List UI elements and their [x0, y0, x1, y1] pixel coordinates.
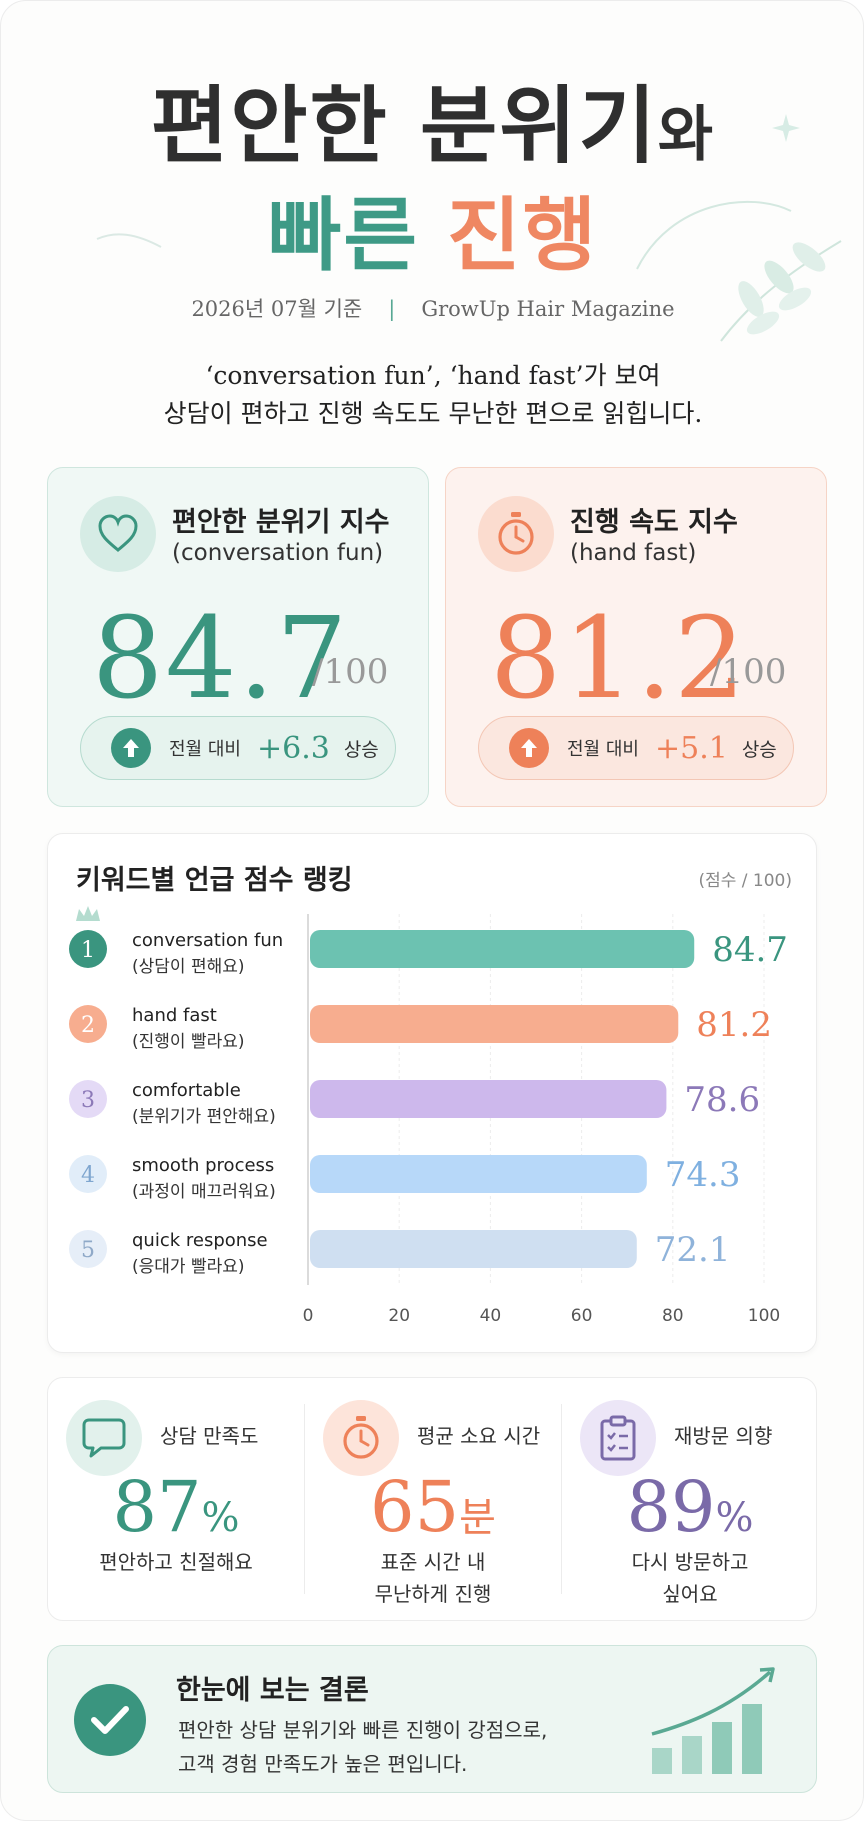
kpi-subtitle: (hand fast): [570, 540, 697, 566]
category-name: hand fast: [132, 1005, 217, 1026]
kpi-card-speed: 진행 속도 지수 (hand fast) 81.2 /100 전월 대비 +5.…: [445, 467, 827, 807]
compare-label: 전월 대비: [567, 739, 639, 760]
category-description: (응대가 빨라요): [132, 1257, 245, 1277]
kpi-score: 81.2: [490, 594, 748, 724]
rank-number: 4: [81, 1163, 95, 1188]
x-tick-label: 60: [571, 1306, 593, 1326]
stat-description: 다시 방문하고 싶어요: [631, 1550, 749, 1606]
stat-label: 평균 소요 시간: [417, 1424, 541, 1448]
rank-number: 3: [81, 1088, 95, 1113]
category-name: quick response: [132, 1230, 268, 1251]
lead-line2: 상담이 편하고 진행 속도도 무난한 편으로 읽힙니다.: [163, 399, 703, 428]
heart-icon: [80, 496, 156, 572]
ranking-bar-chart: 0 20 40 60 80 100 1 conversation fun (상담이 편해요) 84…: [69, 906, 788, 1326]
stopwatch-icon: [323, 1400, 399, 1476]
rank-badge: [69, 1080, 107, 1118]
stats-card: 상담 만족도 87% 편안하고 친절해요 평균 소요 시간 65분 표준 시간 …: [47, 1377, 817, 1621]
bar: [310, 1080, 667, 1118]
kpi-out-of: /100: [710, 652, 787, 692]
kpi-out-of: /100: [312, 652, 389, 692]
arrow-up-icon: [111, 728, 151, 768]
x-tick-label: 0: [303, 1306, 314, 1326]
rank-badge: [69, 1230, 107, 1268]
kpi-subtitle: (conversation fun): [172, 540, 384, 566]
divider: [561, 1404, 562, 1594]
kpi-score: 84.7: [92, 594, 350, 724]
conclusion-title: 한눈에 보는 결론: [176, 1675, 369, 1706]
divider: [304, 1404, 305, 1594]
rank-badge: [69, 930, 107, 968]
kpi-delta-pill: 전월 대비 +6.3 상승: [80, 716, 396, 780]
crown-icon: [76, 906, 100, 921]
stat-value: 89%: [626, 1466, 754, 1548]
clipboard-icon: [580, 1400, 656, 1476]
bar: [310, 1230, 637, 1268]
stat-description: 표준 시간 내 무난하게 진행: [374, 1550, 492, 1606]
rank-number: 5: [81, 1238, 95, 1263]
category-name: smooth process: [132, 1155, 274, 1176]
data-label: 74.3: [665, 1155, 741, 1195]
compare-label: 전월 대비: [169, 739, 241, 760]
data-label: 78.6: [684, 1080, 760, 1120]
data-label: 84.7: [712, 930, 788, 970]
conclusion-text-line2: 고객 경험 만족도가 높은 편입니다.: [178, 1752, 468, 1776]
stat-value: 65분: [370, 1466, 496, 1548]
stat-satisfaction: 상담 만족도 87% 편안하고 친절해요: [48, 1378, 304, 1622]
page-title-line2: 빠른 진행: [1, 171, 863, 287]
category-description: (분위기가 편안해요): [132, 1107, 276, 1127]
stat-value: 87%: [112, 1466, 240, 1548]
title-highlight-coral: 진행: [447, 189, 599, 282]
chart-unit-label: (점수 / 100): [698, 871, 792, 891]
x-tick-label: 80: [662, 1306, 684, 1326]
category-description: (상담이 편해요): [132, 957, 245, 977]
category-description: (과정이 매끄러워요): [132, 1182, 276, 1202]
page-title-line1: 편안한 분위기와: [150, 77, 716, 175]
kpi-delta-pill: 전월 대비 +5.1 상승: [478, 716, 794, 780]
rank-number: 2: [81, 1013, 95, 1038]
delta-value: +5.1: [654, 730, 728, 766]
kpi-card-conversation: 편안한 분위기 지수 (conversation fun) 84.7 /100 …: [47, 467, 429, 807]
chart-title: 키워드별 언급 점수 랭킹: [76, 865, 353, 896]
stat-revisit: 재방문 의향 89% 다시 방문하고 싶어요: [562, 1378, 818, 1622]
rank-badge: [69, 1005, 107, 1043]
meta-line: 2026년 07월 기준 | GrowUp Hair Magazine: [1, 293, 863, 323]
speech-bubble-icon: [66, 1400, 142, 1476]
trend-label: 상승: [343, 738, 379, 761]
data-label: 81.2: [696, 1005, 772, 1045]
conclusion-card: 한눈에 보는 결론 편안한 상담 분위기와 빠른 진행이 강점으로, 고객 경험…: [47, 1645, 817, 1793]
x-tick-label: 20: [388, 1306, 410, 1326]
stopwatch-icon: [478, 496, 554, 572]
bar: [310, 1155, 647, 1193]
rank-badge: [69, 1155, 107, 1193]
bar: [310, 1005, 679, 1043]
trend-label: 상승: [741, 738, 777, 761]
check-icon: [74, 1684, 146, 1756]
publisher: GrowUp Hair Magazine: [421, 297, 675, 321]
arrow-up-icon: [509, 728, 549, 768]
kpi-title: 진행 속도 지수: [570, 507, 738, 538]
ranking-chart-card: 키워드별 언급 점수 랭킹 (점수 / 100) 0 20 40 60 80 100 1 co…: [47, 833, 817, 1353]
title-highlight-teal: 빠른: [267, 189, 419, 282]
x-tick-label: 100: [748, 1306, 780, 1326]
conclusion-text-line1: 편안한 상담 분위기와 빠른 진행이 강점으로,: [178, 1718, 548, 1742]
lead-line1: ‘conversation fun’, ‘hand fast’가 보여: [205, 361, 661, 390]
stat-duration: 평균 소요 시간 65분 표준 시간 내 무난하게 진행: [305, 1378, 561, 1622]
delta-value: +6.3: [256, 730, 330, 766]
x-tick-label: 40: [480, 1306, 502, 1326]
bar: [310, 930, 695, 968]
lead-text: ‘conversation fun’, ‘hand fast’가 보여 상담이 …: [1, 357, 863, 433]
data-label: 72.1: [655, 1230, 731, 1270]
category-name: conversation fun: [132, 930, 283, 951]
report-date: 2026년 07월 기준: [191, 297, 363, 321]
category-name: comfortable: [132, 1080, 241, 1101]
stat-label: 재방문 의향: [674, 1424, 773, 1448]
category-description: (진행이 빨라요): [132, 1032, 245, 1052]
growth-chart-icon: [651, 1667, 775, 1774]
meta-separator: |: [388, 297, 396, 321]
kpi-title: 편안한 분위기 지수: [172, 507, 390, 538]
stat-label: 상담 만족도: [160, 1424, 259, 1448]
stat-description: 편안하고 친절해요: [99, 1550, 253, 1574]
rank-number: 1: [81, 938, 95, 963]
